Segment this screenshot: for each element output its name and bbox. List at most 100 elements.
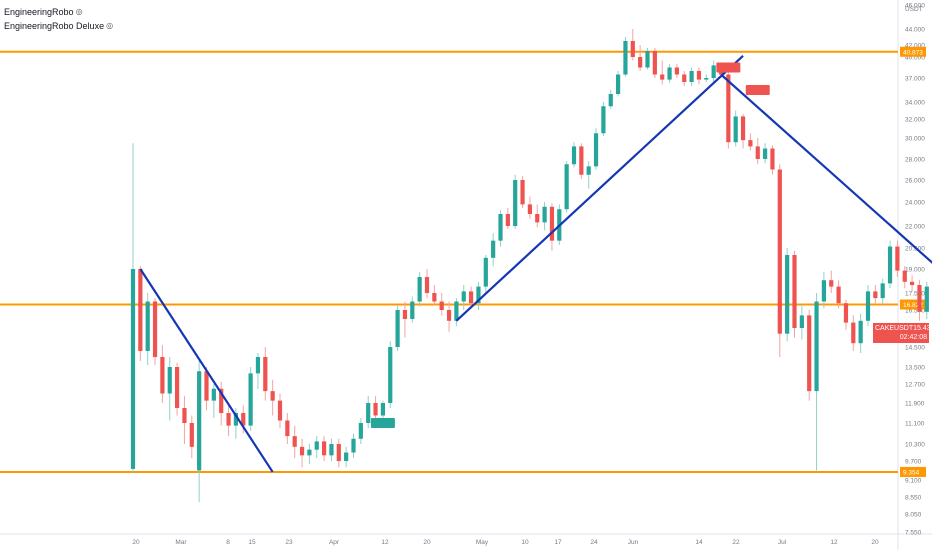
candle-body: [248, 373, 253, 426]
candle-body: [277, 400, 283, 421]
x-tick-label: 12: [830, 539, 838, 546]
candle-body: [770, 148, 775, 170]
x-tick-label: 15: [248, 539, 256, 546]
candle-body: [204, 371, 209, 401]
candle-body: [432, 293, 437, 302]
candle-body: [527, 204, 532, 214]
candle-body: [388, 347, 393, 403]
candle-body: [336, 444, 341, 461]
candle-body: [807, 315, 812, 392]
y-tick-label: 16.500: [905, 308, 925, 315]
candle-body: [417, 277, 422, 302]
y-tick-label: 42.000: [905, 43, 925, 50]
candle-body: [241, 413, 246, 426]
candle-body: [711, 65, 716, 78]
candle-body: [520, 180, 525, 205]
candle-body: [763, 148, 768, 159]
x-tick-label: Jul: [778, 539, 787, 546]
candle-body: [366, 403, 371, 423]
x-tick-label: Apr: [329, 539, 340, 546]
candle-body: [792, 255, 797, 328]
level-price-label: [900, 466, 926, 477]
sell-signal-label: [745, 85, 770, 95]
candle-body: [571, 146, 577, 165]
candle-body: [880, 283, 885, 299]
trendline: [720, 73, 932, 264]
x-tick-label: 24: [590, 539, 598, 546]
candle-body: [513, 180, 518, 226]
indicator-name: EngineeringRobo: [4, 7, 74, 17]
candle-body: [469, 291, 474, 304]
legend-item-engineeringrobo[interactable]: EngineeringRobo ◎: [4, 5, 113, 19]
candle-body: [491, 240, 496, 258]
x-tick-label: May: [476, 539, 489, 546]
candle-body: [660, 74, 665, 80]
buy-signal-label: [370, 418, 395, 428]
candle-body: [748, 140, 753, 147]
candle-body: [454, 301, 459, 321]
candle-body: [829, 280, 834, 287]
level-price-label: [900, 299, 926, 310]
candle-body: [814, 301, 819, 392]
candle-body: [593, 133, 599, 167]
x-tick-label: 20: [871, 539, 879, 546]
candle-body: [285, 420, 290, 437]
candle-body: [821, 280, 826, 302]
y-tick-label: 28.000: [905, 157, 925, 164]
eye-icon[interactable]: ◎: [106, 21, 114, 30]
y-tick-label: 11.900: [905, 401, 925, 408]
candle-body: [674, 67, 679, 75]
candle-body: [255, 357, 261, 374]
candle-body: [924, 286, 929, 312]
candle-body: [226, 413, 231, 426]
y-tick-label: 8.550: [905, 495, 922, 502]
candle-body: [344, 452, 349, 461]
candle-body: [873, 291, 878, 299]
candle-body: [910, 281, 915, 285]
y-tick-label: 34.000: [905, 100, 925, 107]
candle-body: [704, 78, 709, 80]
candle-body: [564, 164, 569, 210]
eye-icon[interactable]: ◎: [75, 7, 83, 16]
candle-body: [446, 310, 452, 321]
candle-body: [498, 214, 503, 241]
candle-body: [505, 214, 510, 226]
candle-body: [630, 41, 635, 57]
candle-body: [586, 166, 591, 175]
price-axis: 46.000 44.000 42.000 40.000 37.000 34.000 32.0…: [905, 3, 925, 537]
candle-body: [579, 146, 584, 175]
candle-body: [130, 269, 136, 469]
candle-body: [851, 322, 856, 344]
y-tick-label: 30.000: [905, 136, 925, 143]
candle-body: [299, 446, 305, 456]
candle-body: [799, 315, 804, 328]
candle-body: [439, 301, 444, 310]
trendline: [455, 54, 744, 322]
current-price-tag: CAKEUSDT 15.430 02:42:08: [873, 323, 932, 343]
x-tick-label: 12: [381, 539, 389, 546]
symbol-label: CAKEUSDT: [875, 325, 914, 332]
candle-body: [843, 303, 849, 323]
candle-body: [175, 367, 180, 408]
candle-body: [395, 310, 400, 347]
candle-body: [263, 357, 268, 392]
indicator-legend: EngineeringRobo ◎ EngineeringRobo Deluxe…: [4, 5, 113, 33]
y-tick-label: 22.000: [905, 224, 925, 231]
y-tick-label: 9.100: [905, 478, 922, 485]
candle-body: [755, 146, 760, 159]
candle-body: [219, 388, 224, 413]
candle-body: [270, 391, 275, 401]
candles: [130, 29, 929, 503]
y-tick-label: 37.000: [905, 76, 925, 83]
x-tick-label: 17: [554, 539, 562, 546]
candle-body: [740, 116, 746, 141]
candle-body: [351, 438, 356, 453]
y-tick-label: 24.000: [905, 200, 925, 207]
legend-item-engineeringrobo-deluxe[interactable]: EngineeringRobo Deluxe ◎: [4, 19, 113, 33]
level-price-text: 40.873: [903, 49, 923, 56]
y-tick-label: 17.500: [905, 291, 925, 298]
candle-body: [461, 291, 466, 302]
level-price-text: 16.822: [903, 302, 923, 309]
